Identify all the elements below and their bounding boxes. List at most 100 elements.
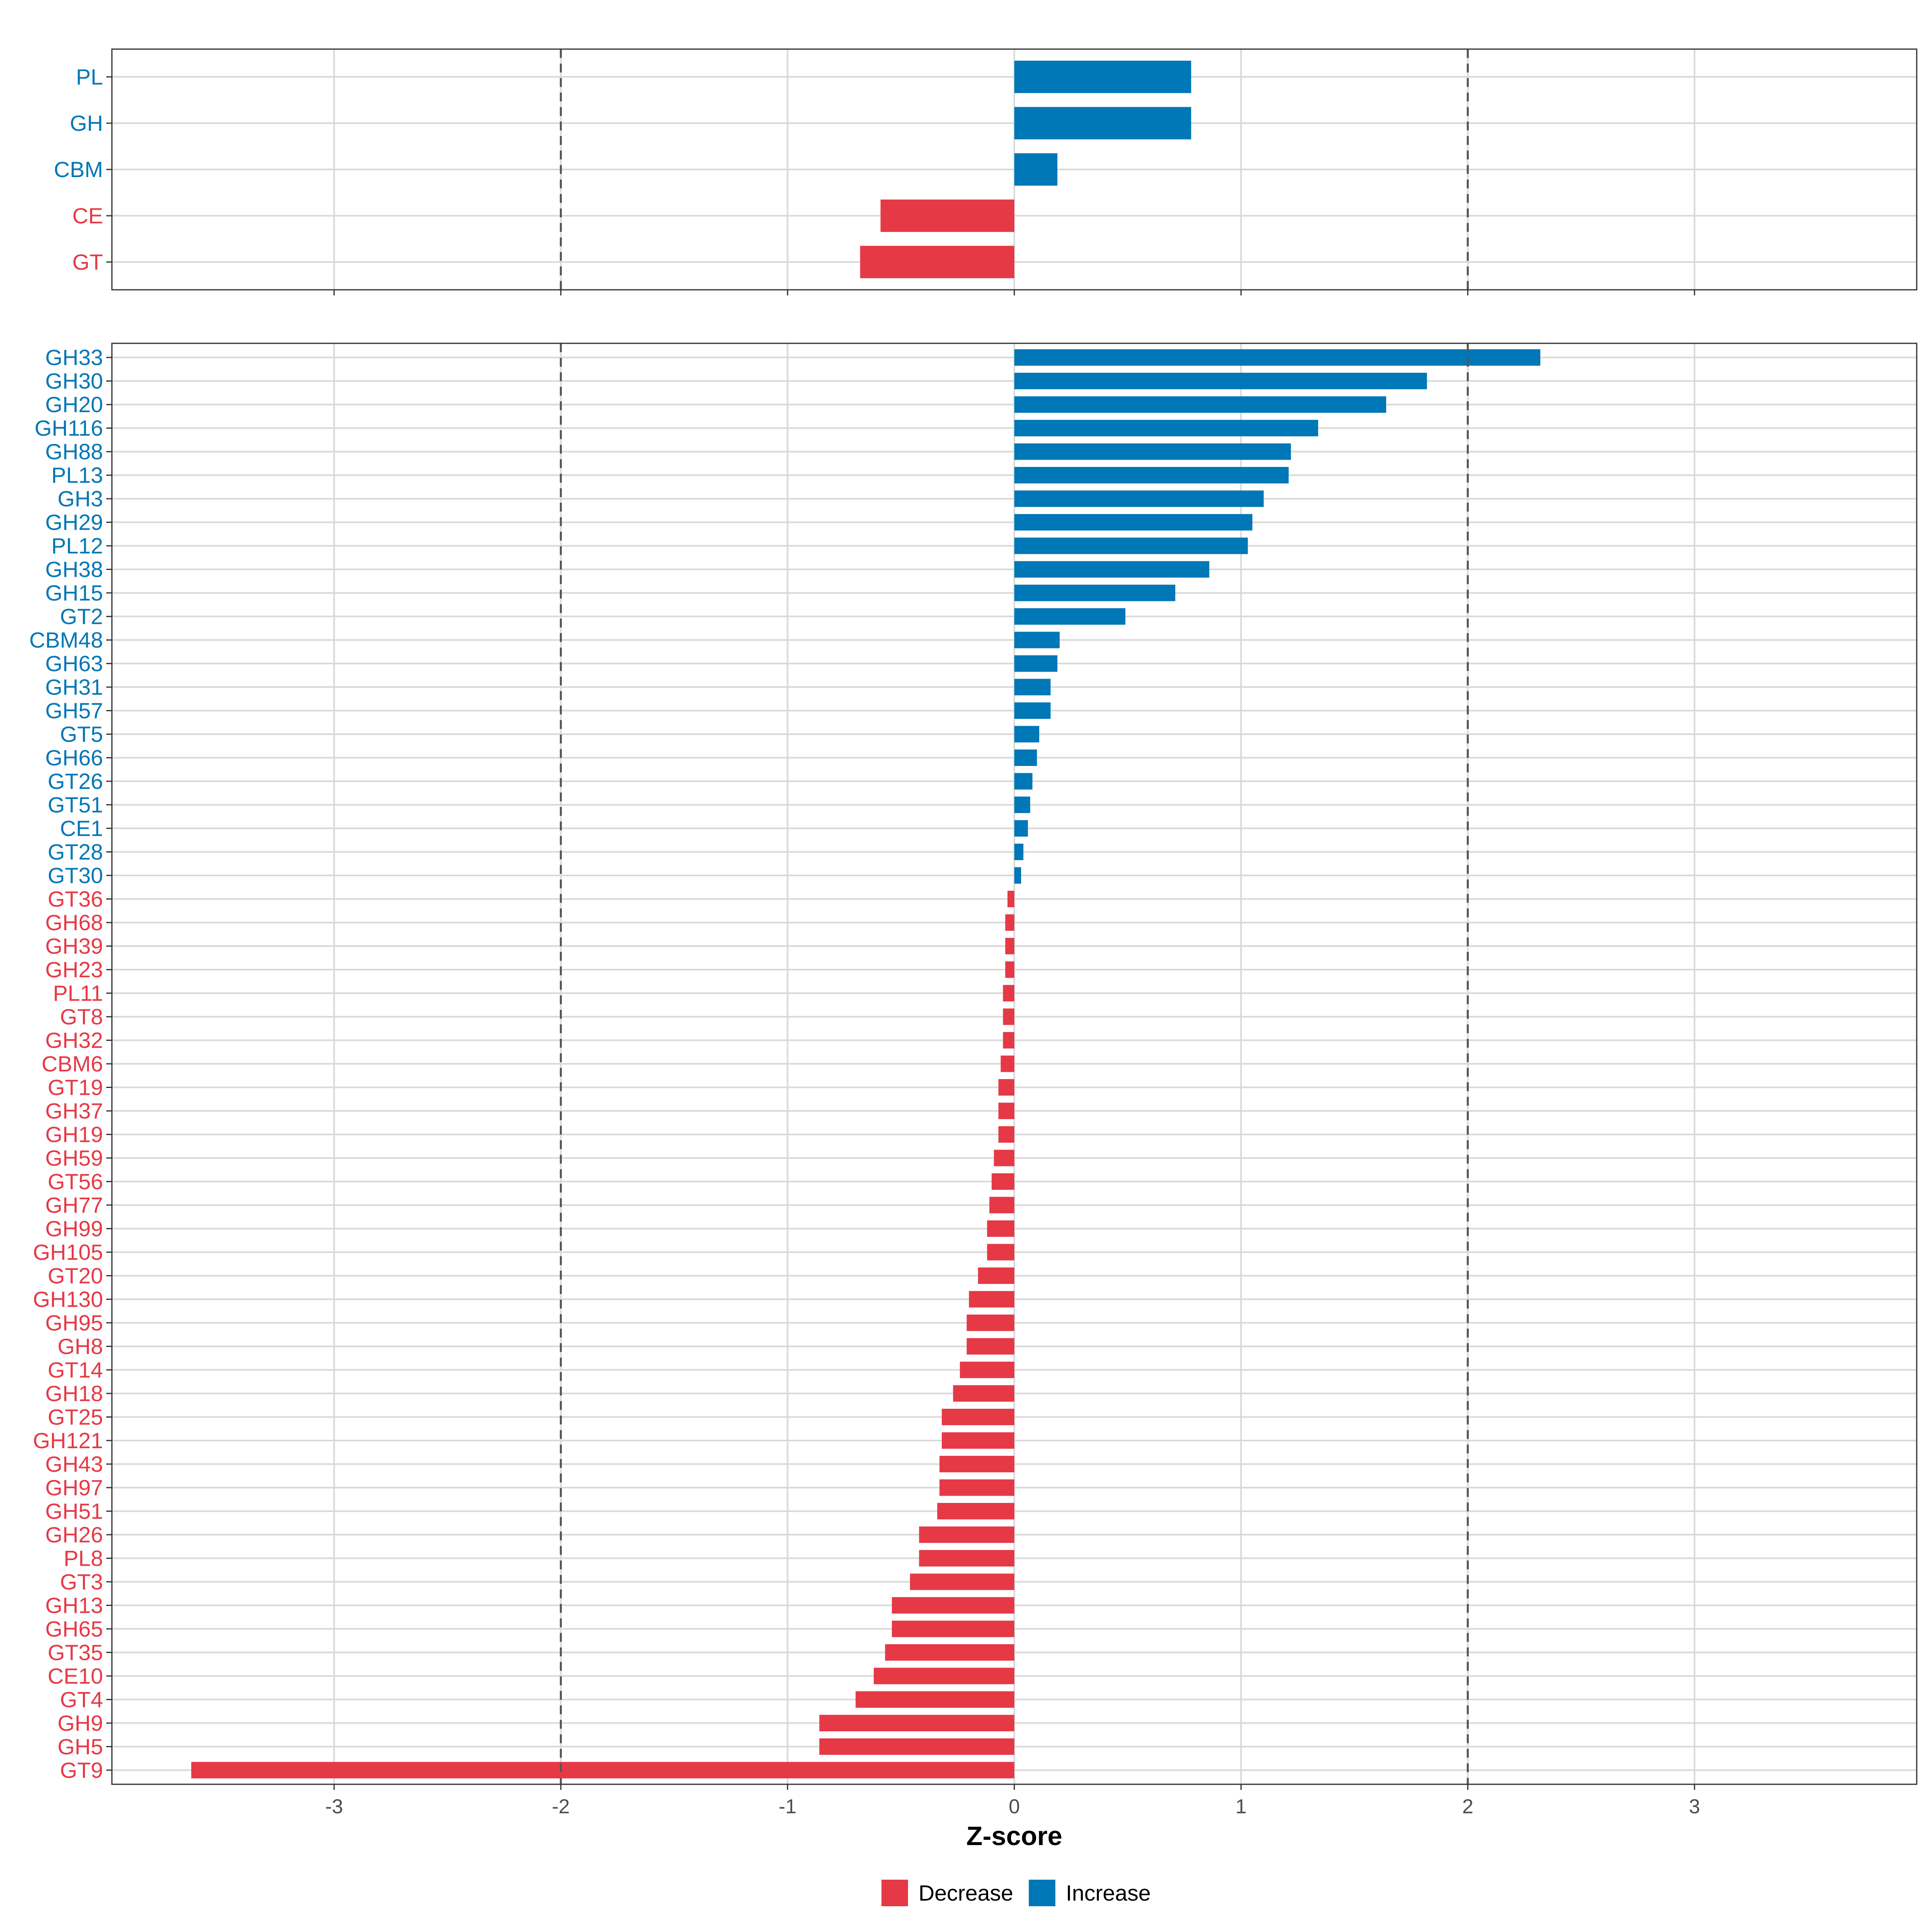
bar-gt51: [1014, 797, 1030, 813]
category-label-gt28: GT28: [47, 840, 103, 865]
bottom-panel: GH33GH30GH20GH116GH88PL13GH3GH29PL12GH38…: [29, 343, 1918, 1790]
bar-gh39: [1005, 938, 1014, 954]
legend-label-increase: Increase: [1066, 1880, 1151, 1905]
bar-gh20: [1014, 396, 1386, 413]
category-label-gh97: GH97: [45, 1475, 103, 1500]
bar-gh57: [1014, 702, 1051, 719]
bar-gh38: [1014, 561, 1210, 578]
bar-gt9: [191, 1762, 1015, 1779]
category-label-gh88: GH88: [45, 439, 103, 464]
bar-pl12: [1014, 537, 1248, 554]
category-label-pl11: PL11: [53, 981, 103, 1006]
category-label-gh15: GH15: [45, 580, 103, 605]
bar-gt26: [1014, 773, 1033, 790]
bar-gh59: [994, 1150, 1014, 1166]
category-label-gh37: GH37: [45, 1098, 103, 1123]
category-label-gt: GT: [72, 250, 103, 275]
bar-ce: [880, 199, 1014, 232]
legend-label-decrease: Decrease: [919, 1880, 1013, 1905]
category-label-gh95: GH95: [45, 1310, 103, 1335]
category-label-gt20: GT20: [47, 1263, 103, 1288]
category-label-ce10: CE10: [47, 1664, 103, 1688]
bar-gh13: [892, 1597, 1014, 1614]
bar-gh23: [1005, 961, 1014, 978]
category-label-gt8: GT8: [60, 1004, 103, 1029]
category-label-gh116: GH116: [35, 416, 103, 441]
bar-gh31: [1014, 679, 1051, 696]
bar-gh68: [1005, 914, 1014, 931]
category-label-gt35: GT35: [47, 1640, 103, 1665]
x-tick-label: 0: [1009, 1795, 1020, 1818]
x-tick-label: 3: [1689, 1795, 1700, 1818]
x-axis-title: Z-score: [966, 1821, 1062, 1851]
category-label-gh8: GH8: [58, 1334, 103, 1359]
legend-swatch-increase: [1029, 1880, 1055, 1906]
category-label-gh20: GH20: [45, 392, 103, 417]
category-label-gt3: GT3: [60, 1569, 103, 1594]
category-label-pl: PL: [76, 64, 103, 89]
bar-gh99: [987, 1220, 1014, 1237]
bar-pl13: [1014, 467, 1289, 484]
category-label-gh9: GH9: [58, 1711, 103, 1736]
legend: Decrease Increase: [881, 1880, 1151, 1906]
category-label-gh38: GH38: [45, 557, 103, 582]
bar-gh121: [941, 1432, 1014, 1449]
category-label-gh13: GH13: [45, 1593, 103, 1618]
category-label-gh59: GH59: [45, 1146, 103, 1170]
category-label-gt9: GT9: [60, 1758, 103, 1783]
bar-gt36: [1007, 891, 1014, 907]
bar-gt: [860, 246, 1014, 279]
bar-gt30: [1014, 867, 1021, 884]
category-label-gh26: GH26: [45, 1522, 103, 1547]
bar-gh30: [1014, 373, 1427, 390]
category-label-gt26: GT26: [47, 769, 103, 794]
category-label-gt5: GT5: [60, 722, 103, 747]
category-label-cbm48: CBM48: [29, 627, 103, 652]
bar-gt14: [960, 1361, 1014, 1378]
bar-cbm6: [1001, 1055, 1014, 1072]
x-tick-label: -2: [552, 1795, 570, 1818]
bar-gh37: [998, 1102, 1014, 1119]
bar-gh88: [1014, 443, 1291, 460]
category-label-gh5: GH5: [58, 1734, 103, 1759]
bar-gh3: [1014, 490, 1264, 507]
bar-gh63: [1014, 655, 1058, 672]
top-panel: PL GH CBM CE GT: [54, 48, 1918, 295]
bar-ce10: [873, 1668, 1014, 1684]
bar-gh33: [1014, 349, 1540, 366]
bar-gh19: [998, 1126, 1014, 1143]
bar-gh9: [819, 1715, 1014, 1732]
bar-gh8: [966, 1338, 1014, 1355]
bar-gh32: [1003, 1032, 1014, 1049]
category-label-cbm6: CBM6: [41, 1051, 103, 1076]
bar-gt4: [855, 1691, 1014, 1708]
category-label-gh3: GH3: [58, 486, 103, 511]
category-label-gh63: GH63: [45, 651, 103, 676]
category-label-gh31: GH31: [45, 675, 103, 700]
category-label-gh68: GH68: [45, 910, 103, 935]
bar-gh130: [969, 1291, 1014, 1308]
category-label-gt4: GT4: [60, 1687, 103, 1712]
x-tick-label: -3: [325, 1795, 343, 1818]
bar-gt5: [1014, 726, 1039, 743]
bar-gh43: [939, 1455, 1014, 1472]
bar-gh77: [989, 1197, 1014, 1214]
bar-gh29: [1014, 514, 1253, 531]
x-tick-label: 1: [1235, 1795, 1247, 1818]
category-label-gh39: GH39: [45, 934, 103, 959]
category-label-gt51: GT51: [47, 793, 103, 817]
bar-ce1: [1014, 820, 1028, 837]
bar-gh95: [966, 1314, 1014, 1331]
category-label-gh77: GH77: [45, 1193, 103, 1218]
category-label-gt2: GT2: [60, 604, 103, 629]
bar-gh: [1014, 107, 1191, 140]
category-label-gh43: GH43: [45, 1451, 103, 1476]
bar-gh65: [892, 1620, 1014, 1637]
bar-gh66: [1014, 749, 1037, 766]
bar-pl: [1014, 60, 1191, 93]
bar-gt25: [941, 1408, 1014, 1425]
category-label-gh19: GH19: [45, 1122, 103, 1147]
bar-gh15: [1014, 584, 1175, 601]
bar-gh18: [953, 1385, 1014, 1402]
bar-gh116: [1014, 420, 1318, 437]
